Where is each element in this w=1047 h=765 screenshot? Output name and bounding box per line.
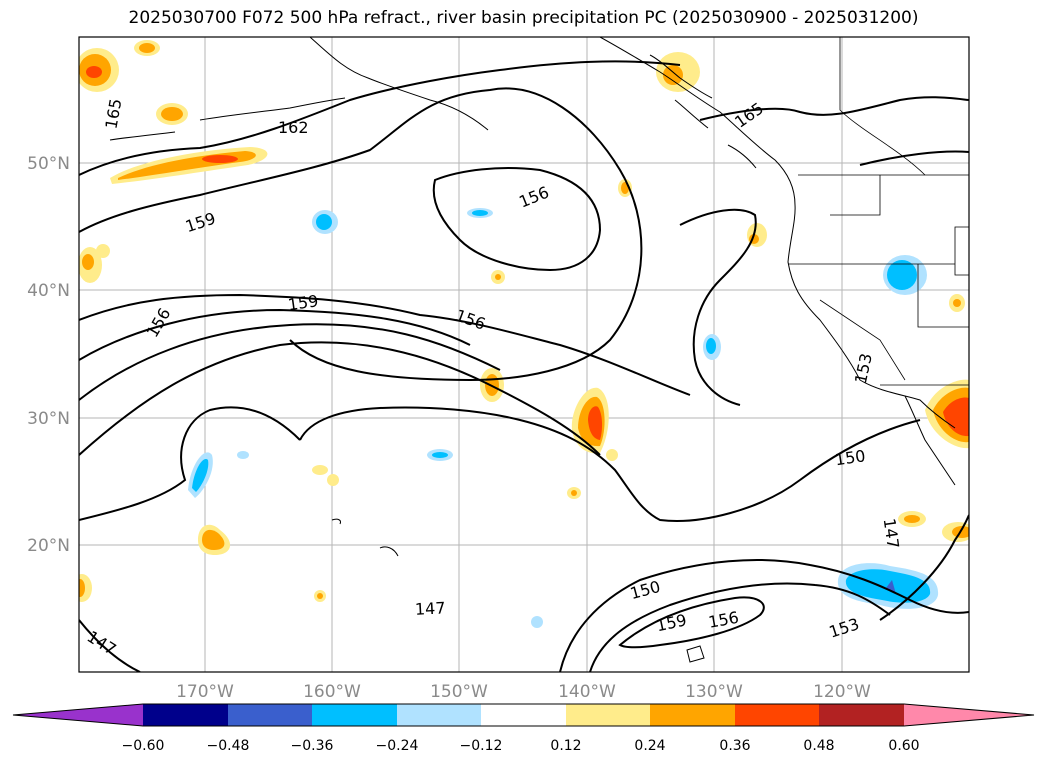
lon-label-150w: 150°W [430, 682, 488, 702]
political-borders [788, 37, 969, 386]
colorbar-extend-low [13, 704, 143, 726]
contour-label: 162 [278, 118, 309, 137]
colorbar-tick-label: −0.12 [460, 738, 503, 754]
colorbar-segment [312, 704, 397, 726]
colorbar-segment [481, 704, 566, 726]
contour-label: 150 [834, 446, 867, 469]
colorbar-tick-label: −0.36 [291, 738, 334, 754]
lon-label-170w: 170°W [176, 682, 234, 702]
colorbar-segment [228, 704, 312, 726]
colorbar: −0.60 −0.48 −0.36 −0.24 −0.12 0.12 0.24 … [12, 703, 1035, 754]
contour-label: 147 [414, 598, 445, 619]
lon-label-160w: 160°W [303, 682, 361, 702]
colorbar-tick-label: −0.60 [122, 738, 165, 754]
map-frame [78, 36, 970, 673]
lon-label-120w: 120°W [813, 682, 871, 702]
lat-label-20n: 20°N [27, 536, 70, 556]
colorbar-tick-label: 0.48 [803, 738, 834, 754]
islands [649, 54, 757, 169]
height-contours [79, 60, 969, 672]
colorbar-tick-label: 0.60 [888, 738, 919, 754]
lon-label-140w: 140°W [558, 682, 616, 702]
colorbar-tick-label: −0.24 [376, 738, 419, 754]
colorbar-outline [12, 703, 1035, 727]
map-plot-area [79, 37, 969, 672]
colorbar-segment [650, 704, 735, 726]
colorbar-tick-label: −0.48 [207, 738, 250, 754]
contour-label: 159 [287, 291, 320, 314]
colorbar-segment [735, 704, 819, 726]
latitude-labels: 50°N 40°N 30°N 20°N [27, 154, 70, 556]
colorbar-ticks: −0.60 −0.48 −0.36 −0.24 −0.12 0.12 0.24 … [122, 738, 920, 754]
colorbar-segment [566, 704, 650, 726]
precip-anomaly-fill [79, 40, 969, 628]
contour-label: 147 [880, 517, 903, 550]
longitude-labels: 170°W 160°W 150°W 140°W 130°W 120°W [176, 682, 871, 702]
map-title: 2025030700 F072 500 hPa refract., river … [128, 8, 919, 28]
lat-label-50n: 50°N [27, 154, 70, 174]
colorbar-extend-high [904, 704, 1034, 726]
lon-label-130w: 130°W [685, 682, 743, 702]
lat-label-40n: 40°N [27, 281, 70, 301]
colorbar-segment [143, 704, 228, 726]
colorbar-segment [397, 704, 481, 726]
lat-label-30n: 30°N [27, 409, 70, 429]
colorbar-tick-label: 0.36 [719, 738, 750, 754]
colorbar-tick-label: 0.24 [634, 738, 665, 754]
colorbar-segment [819, 704, 904, 726]
colorbar-tick-label: 0.12 [550, 738, 581, 754]
